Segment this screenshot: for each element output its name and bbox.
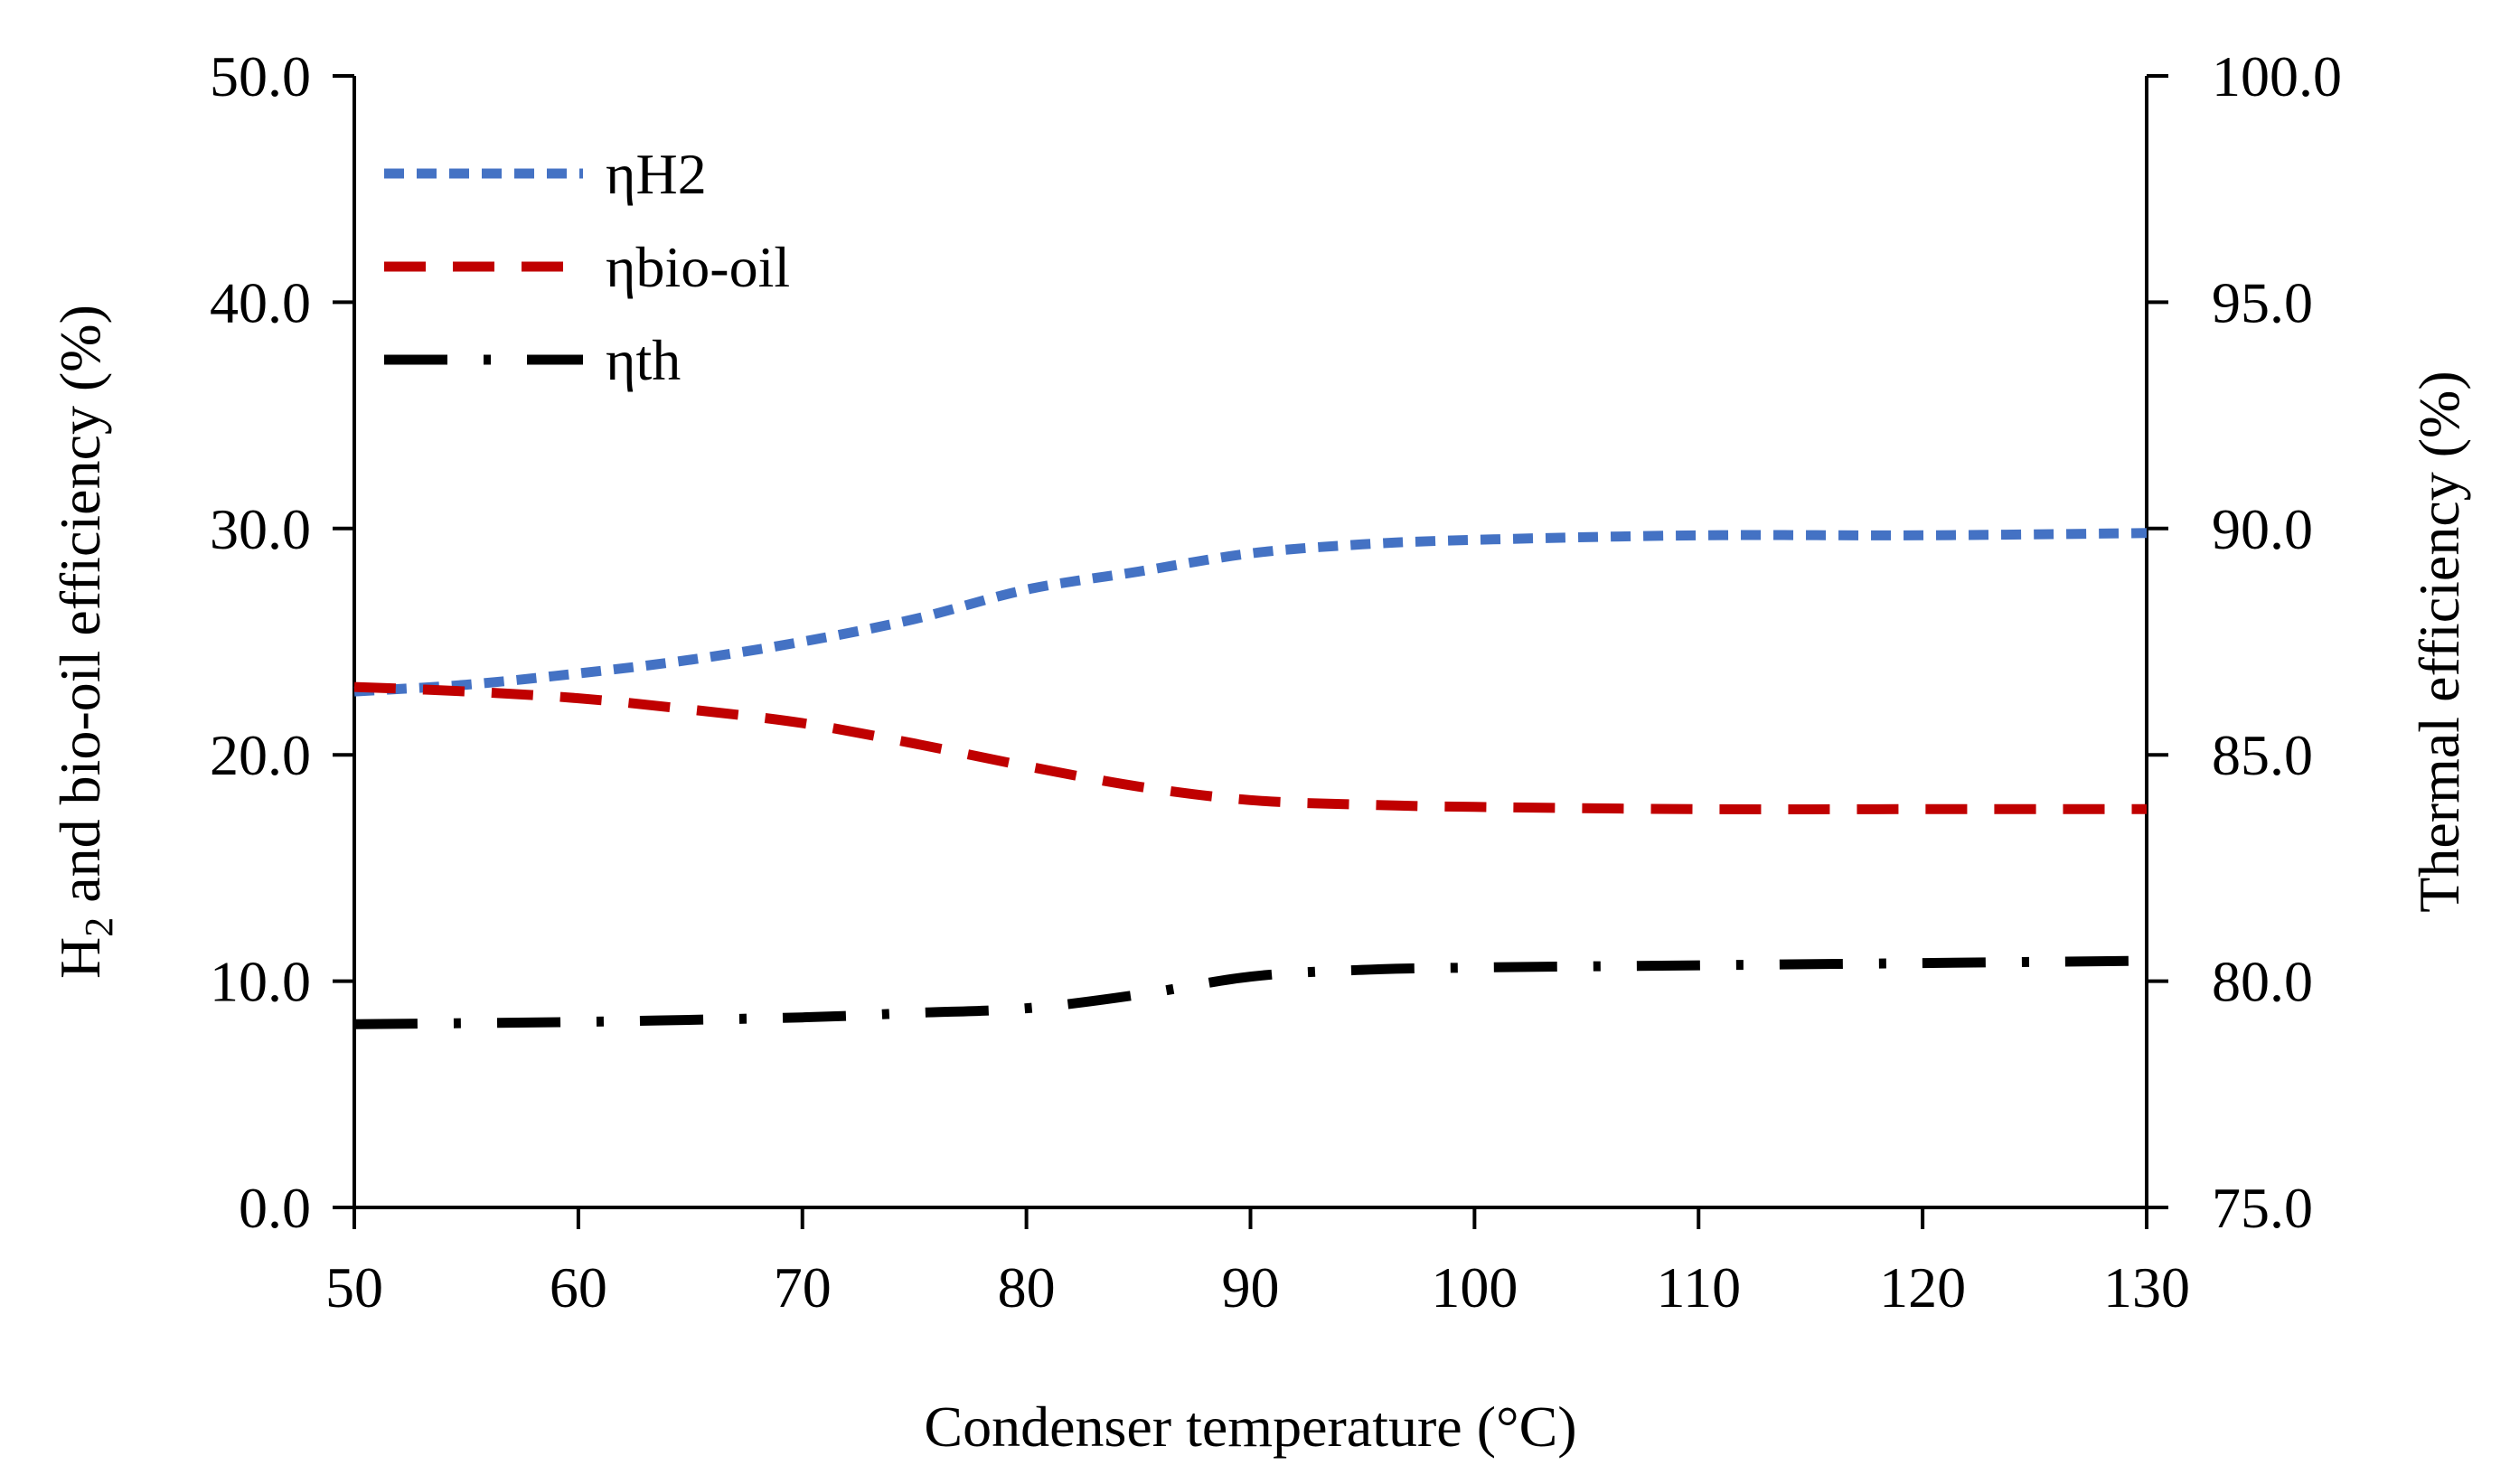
y-left-tick-label: 10.0: [210, 950, 311, 1014]
y-left-tick-label: 20.0: [210, 723, 311, 787]
y-left-tick-label: 50.0: [210, 44, 311, 108]
legend-label-2: ηth: [606, 328, 681, 392]
series-line-0: [353, 528, 2148, 697]
x-tick-label: 70: [774, 1255, 832, 1320]
x-tick-label: 50: [325, 1255, 383, 1320]
x-tick-label: 80: [998, 1255, 1056, 1320]
legend-label-0: ηH2: [606, 142, 707, 206]
y-axis-right-title: Thermal efficiency (%): [2407, 371, 2471, 912]
y-left-tick-label: 40.0: [210, 270, 311, 334]
x-tick-label: 120: [1879, 1255, 1966, 1320]
x-axis-title: Condenser temperature (°C): [924, 1395, 1576, 1459]
y-axis-left-title-suffix: and bio-oil efficiency (%): [48, 305, 112, 917]
y-right-tick-label: 85.0: [2212, 723, 2313, 787]
x-tick-label: 130: [2103, 1255, 2190, 1320]
x-tick-label: 90: [1222, 1255, 1280, 1320]
series-line-2: [353, 955, 2148, 1029]
y-right-tick-label: 100.0: [2212, 44, 2342, 108]
legend-label-1: ηbio-oil: [606, 235, 790, 299]
y-axis-left-title-prefix: H: [48, 937, 112, 979]
x-tick-label: 60: [550, 1255, 607, 1320]
y-axis-left-title: H2 and bio-oil efficiency (%): [48, 305, 121, 979]
y-right-tick-label: 80.0: [2212, 950, 2313, 1014]
y-left-tick-label: 30.0: [210, 497, 311, 561]
x-tick-label: 110: [1656, 1255, 1741, 1320]
series-line-1: [353, 681, 2147, 814]
y-left-tick-label: 0.0: [239, 1176, 311, 1240]
y-right-tick-label: 95.0: [2212, 270, 2313, 334]
y-right-tick-label: 75.0: [2212, 1176, 2313, 1240]
y-right-tick-label: 90.0: [2212, 497, 2313, 561]
y-axis-left-title-subscript: 2: [77, 917, 121, 937]
x-tick-label: 100: [1431, 1255, 1518, 1320]
